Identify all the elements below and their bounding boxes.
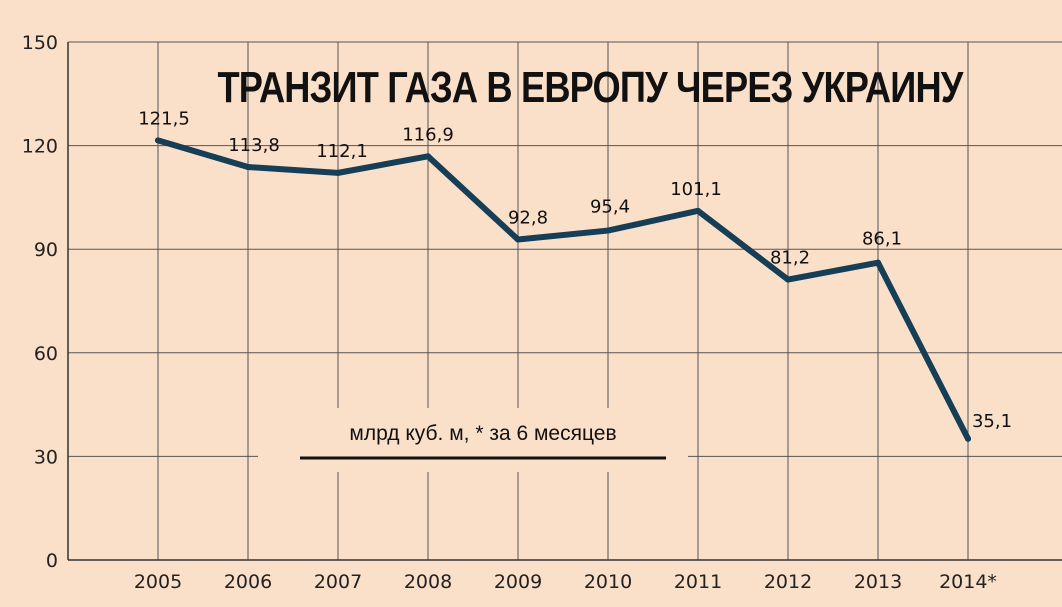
- x-tick-label: 2012: [764, 571, 812, 593]
- data-point: [965, 435, 971, 442]
- x-tick-label: 2010: [584, 571, 632, 593]
- y-tick-label: 90: [34, 239, 58, 261]
- y-tick-label: 60: [34, 343, 58, 365]
- data-point: [335, 169, 341, 176]
- data-point: [605, 227, 611, 234]
- data-point: [245, 164, 251, 171]
- grid: [68, 41, 1062, 560]
- x-tick-label: 2008: [404, 571, 452, 593]
- unit-note-background: [258, 408, 688, 472]
- x-tick-label: 2009: [494, 571, 542, 593]
- series-line: [155, 137, 971, 442]
- data-label: 112,1: [316, 141, 368, 162]
- axes: [67, 41, 1062, 561]
- x-tick-label: 2013: [854, 571, 902, 593]
- data-point: [875, 259, 881, 266]
- y-tick-label: 0: [46, 550, 58, 572]
- data-label: 86,1: [862, 229, 902, 250]
- x-tick-label: 2005: [134, 571, 182, 593]
- data-label: 35,1: [972, 411, 1012, 432]
- x-tick-label: 2011: [674, 571, 722, 593]
- data-point: [155, 137, 161, 144]
- chart-title: ТРАНЗИТ ГАЗА В ЕВРОПУ ЧЕРЕЗ УКРАИНУ: [218, 63, 964, 112]
- tick-labels: 0 30 60 90 120 150 2005 2006 2007 2008 2009 2010 201…: [22, 32, 997, 593]
- data-label: 95,4: [590, 197, 630, 218]
- data-point: [695, 207, 701, 214]
- data-label: 116,9: [402, 124, 454, 145]
- x-tick-label: 2007: [314, 571, 362, 593]
- y-tick-label: 30: [34, 446, 58, 468]
- series: [155, 137, 971, 442]
- data-point: [425, 153, 431, 160]
- data-label: 113,8: [228, 135, 280, 156]
- x-tick-label: 2006: [224, 571, 272, 593]
- data-point: [515, 236, 521, 243]
- data-label: 81,2: [770, 248, 810, 269]
- y-tick-label: 120: [22, 136, 58, 158]
- y-tick-label: 150: [22, 32, 58, 54]
- data-label: 92,8: [508, 208, 548, 229]
- x-tick-label: 2014*: [939, 571, 997, 593]
- unit-note: млрд куб. м, * за 6 месяцев: [349, 422, 616, 445]
- data-labels: 121,5 113,8 112,1 116,9 92,8 95,4 101,1 81,2 86,…: [138, 108, 1012, 431]
- data-label: 121,5: [138, 108, 190, 129]
- data-label: 101,1: [670, 179, 722, 200]
- data-point: [785, 276, 791, 283]
